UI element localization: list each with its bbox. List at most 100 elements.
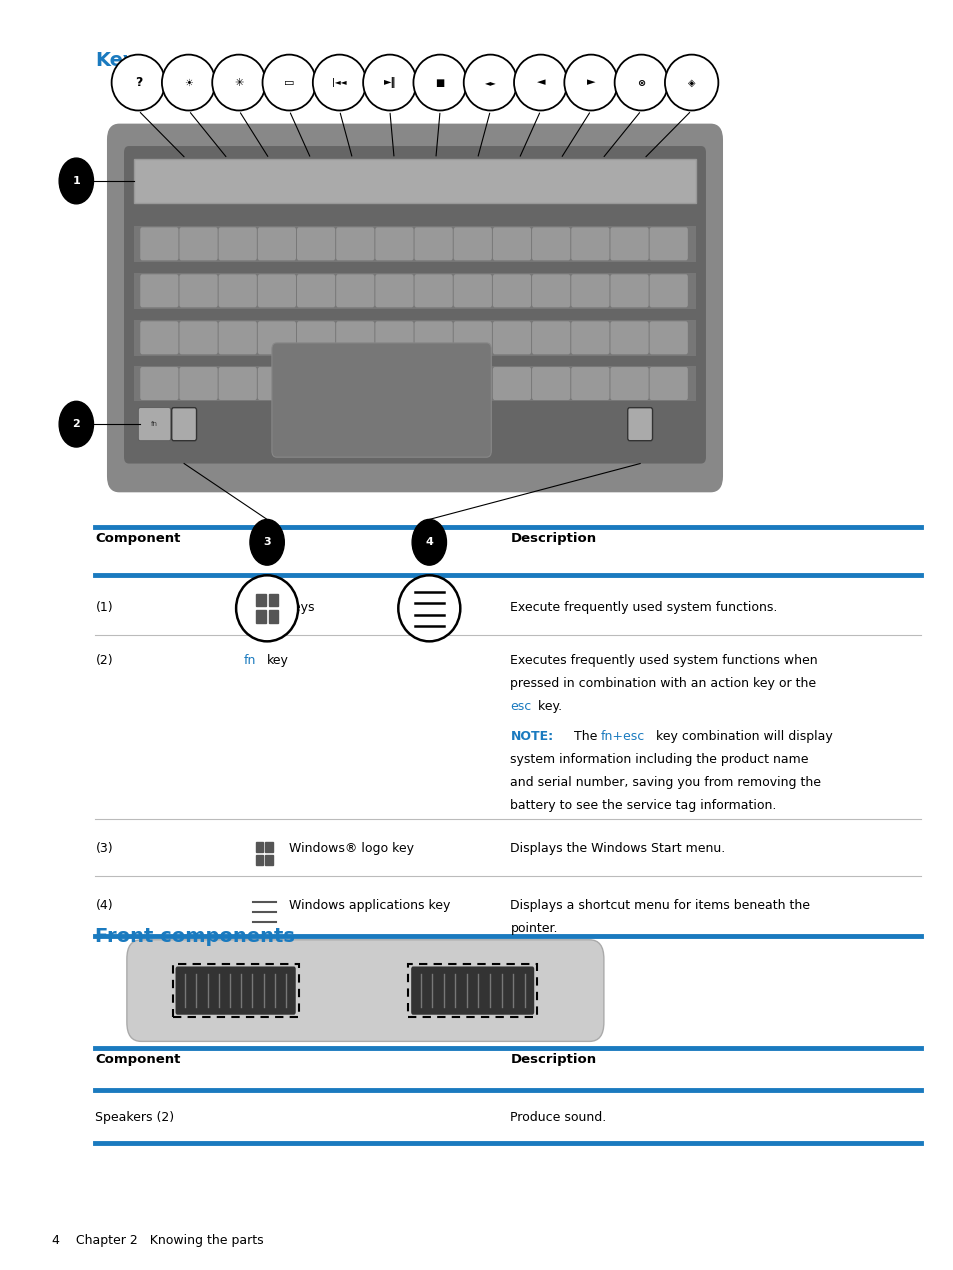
Bar xyxy=(265,855,273,865)
Text: esc: esc xyxy=(510,700,531,712)
Text: key combination will display: key combination will display xyxy=(651,730,831,743)
Text: Windows® logo key: Windows® logo key xyxy=(289,842,414,855)
Text: The: The xyxy=(565,730,600,743)
FancyBboxPatch shape xyxy=(140,274,178,307)
FancyBboxPatch shape xyxy=(649,227,687,260)
Bar xyxy=(269,611,278,624)
FancyBboxPatch shape xyxy=(218,367,256,400)
FancyBboxPatch shape xyxy=(532,367,570,400)
FancyBboxPatch shape xyxy=(127,940,603,1041)
Text: Executes frequently used system functions when: Executes frequently used system function… xyxy=(510,654,817,667)
Ellipse shape xyxy=(664,55,718,110)
Ellipse shape xyxy=(262,55,315,110)
Text: ►: ► xyxy=(586,77,595,88)
Ellipse shape xyxy=(363,55,416,110)
FancyBboxPatch shape xyxy=(179,367,217,400)
Text: ✳: ✳ xyxy=(234,77,243,88)
FancyBboxPatch shape xyxy=(649,321,687,354)
Bar xyxy=(408,964,537,1017)
Text: 4    Chapter 2   Knowing the parts: 4 Chapter 2 Knowing the parts xyxy=(52,1234,264,1247)
Ellipse shape xyxy=(398,575,459,641)
Text: Displays a shortcut menu for items beneath the: Displays a shortcut menu for items benea… xyxy=(510,899,809,912)
Ellipse shape xyxy=(514,55,567,110)
FancyBboxPatch shape xyxy=(610,321,648,354)
Bar xyxy=(255,855,263,865)
Text: Front components: Front components xyxy=(95,927,295,946)
Text: ☀: ☀ xyxy=(184,77,193,88)
FancyBboxPatch shape xyxy=(414,321,453,354)
Bar xyxy=(133,273,696,309)
FancyBboxPatch shape xyxy=(138,408,171,441)
FancyBboxPatch shape xyxy=(493,367,531,400)
Bar xyxy=(255,611,265,624)
Text: system information including the product name: system information including the product… xyxy=(510,753,808,766)
Text: ?: ? xyxy=(134,76,142,89)
Text: ⊗: ⊗ xyxy=(637,77,645,88)
FancyBboxPatch shape xyxy=(335,274,374,307)
Circle shape xyxy=(59,401,93,447)
Text: key.: key. xyxy=(534,700,561,712)
Text: ■: ■ xyxy=(436,77,444,88)
FancyBboxPatch shape xyxy=(649,274,687,307)
FancyBboxPatch shape xyxy=(375,321,414,354)
Bar xyxy=(269,594,278,607)
Text: (4): (4) xyxy=(95,899,112,912)
FancyBboxPatch shape xyxy=(411,966,534,1015)
Bar xyxy=(133,366,696,401)
Ellipse shape xyxy=(413,55,466,110)
Text: ◄►: ◄► xyxy=(484,77,496,88)
Text: Windows applications key: Windows applications key xyxy=(289,899,450,912)
Text: Produce sound.: Produce sound. xyxy=(510,1111,606,1124)
Text: ◈: ◈ xyxy=(687,77,695,88)
FancyBboxPatch shape xyxy=(335,227,374,260)
FancyBboxPatch shape xyxy=(610,274,648,307)
Text: fn: fn xyxy=(151,422,158,427)
FancyBboxPatch shape xyxy=(571,321,609,354)
Circle shape xyxy=(412,519,446,565)
FancyBboxPatch shape xyxy=(571,227,609,260)
Text: fn: fn xyxy=(243,654,255,667)
Text: Component: Component xyxy=(95,1053,180,1066)
Text: and serial number, saving you from removing the: and serial number, saving you from remov… xyxy=(510,776,821,789)
FancyBboxPatch shape xyxy=(218,274,256,307)
FancyBboxPatch shape xyxy=(414,367,453,400)
FancyBboxPatch shape xyxy=(140,321,178,354)
FancyBboxPatch shape xyxy=(571,274,609,307)
Text: 3: 3 xyxy=(263,537,271,547)
FancyBboxPatch shape xyxy=(257,227,295,260)
FancyBboxPatch shape xyxy=(414,274,453,307)
FancyBboxPatch shape xyxy=(272,343,491,457)
Text: Speakers (2): Speakers (2) xyxy=(95,1111,174,1124)
FancyBboxPatch shape xyxy=(179,274,217,307)
FancyBboxPatch shape xyxy=(649,367,687,400)
FancyBboxPatch shape xyxy=(627,408,652,441)
Text: |◄◄: |◄◄ xyxy=(332,77,347,88)
Text: 4: 4 xyxy=(425,537,433,547)
FancyBboxPatch shape xyxy=(375,227,414,260)
Bar xyxy=(255,842,263,852)
FancyBboxPatch shape xyxy=(493,227,531,260)
FancyBboxPatch shape xyxy=(257,367,295,400)
Text: Displays the Windows Start menu.: Displays the Windows Start menu. xyxy=(510,842,725,855)
FancyBboxPatch shape xyxy=(179,321,217,354)
Text: (2): (2) xyxy=(95,654,112,667)
FancyBboxPatch shape xyxy=(493,321,531,354)
FancyBboxPatch shape xyxy=(571,367,609,400)
Text: key: key xyxy=(267,654,289,667)
FancyBboxPatch shape xyxy=(296,367,335,400)
Ellipse shape xyxy=(162,55,215,110)
Text: Description: Description xyxy=(510,532,596,545)
FancyBboxPatch shape xyxy=(335,321,374,354)
Bar xyxy=(255,594,265,607)
Bar xyxy=(133,320,696,356)
Text: ►‖: ►‖ xyxy=(383,77,395,88)
Bar xyxy=(133,159,696,203)
FancyBboxPatch shape xyxy=(532,227,570,260)
Circle shape xyxy=(59,159,93,204)
FancyBboxPatch shape xyxy=(179,227,217,260)
Ellipse shape xyxy=(112,55,165,110)
Bar xyxy=(265,842,273,852)
FancyBboxPatch shape xyxy=(218,227,256,260)
Text: Keys: Keys xyxy=(95,51,148,70)
FancyBboxPatch shape xyxy=(493,274,531,307)
